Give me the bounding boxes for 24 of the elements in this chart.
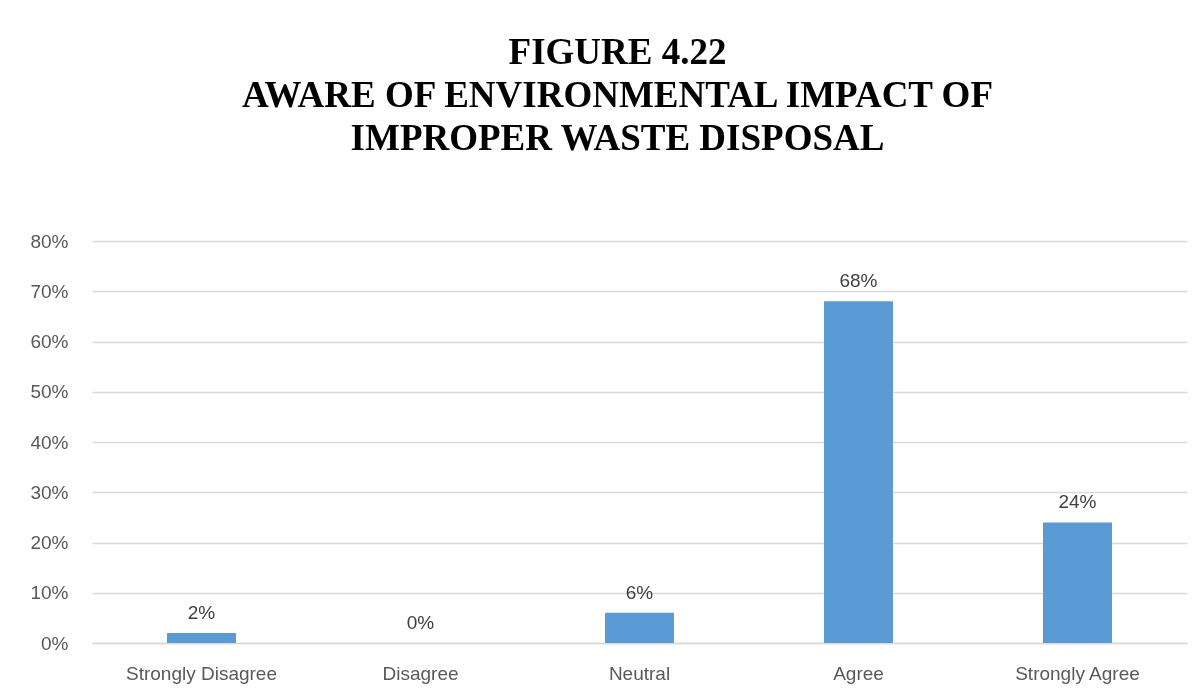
x-tick-label: Neutral xyxy=(608,662,671,684)
bar xyxy=(605,612,674,643)
x-tick-label: Disagree xyxy=(382,662,459,684)
chart-title: FIGURE 4.22 AWARE OF ENVIRONMENTAL IMPACT OF IMPROPER WASTE DISPOSAL xyxy=(241,31,994,158)
x-tick-label: Strongly Disagree xyxy=(125,662,278,684)
data-label: 2% xyxy=(187,601,216,623)
y-tick-label: 10% xyxy=(30,582,69,604)
y-tick-label: 60% xyxy=(30,331,69,352)
bar xyxy=(1043,522,1112,643)
y-tick-label: 20% xyxy=(30,532,69,553)
y-tick-label: 70% xyxy=(30,280,69,302)
y-tick-label: 0% xyxy=(41,632,69,654)
data-label: 68% xyxy=(839,270,878,292)
x-tick-label: Agree xyxy=(833,662,884,684)
x-tick-label: Strongly Agree xyxy=(1015,662,1140,684)
bar xyxy=(167,632,236,643)
bar xyxy=(824,301,893,643)
y-tick-label: 80% xyxy=(30,230,69,252)
y-tick-label: 30% xyxy=(30,481,69,503)
y-tick-label: 50% xyxy=(30,381,69,403)
data-label: 24% xyxy=(1058,491,1097,513)
data-label: 0% xyxy=(406,612,435,633)
data-label: 6% xyxy=(625,581,654,603)
y-tick-label: 40% xyxy=(30,431,69,453)
